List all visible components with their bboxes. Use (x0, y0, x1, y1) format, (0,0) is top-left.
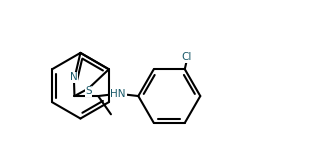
Text: HN: HN (111, 89, 126, 99)
Text: N: N (70, 73, 78, 82)
Text: S: S (85, 86, 92, 96)
Text: Cl: Cl (181, 52, 192, 62)
